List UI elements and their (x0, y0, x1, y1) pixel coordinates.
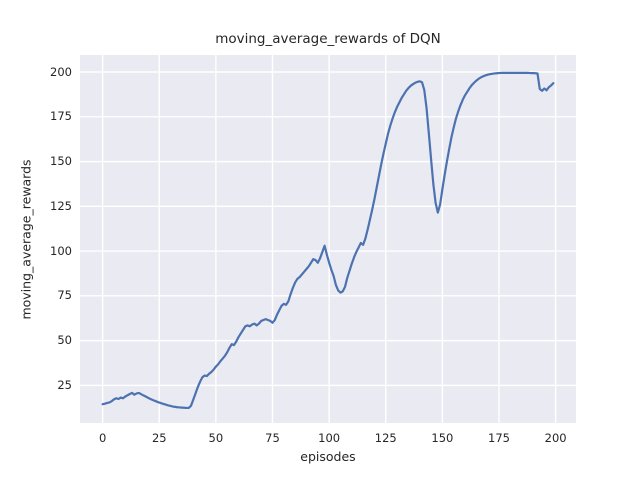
x-tick-label: 50 (208, 431, 224, 445)
y-tick-label: 100 (50, 243, 72, 258)
reward-line-path (101, 71, 555, 410)
y-tick-label: 200 (50, 64, 72, 79)
x-tick-label: 75 (265, 431, 280, 445)
y-tick-label: 125 (50, 198, 72, 213)
x-tick-label: 175 (488, 431, 510, 445)
x-tick-label: 0 (98, 431, 107, 445)
y-tick-label: 175 (50, 109, 72, 124)
x-axis-label: episodes (300, 449, 356, 464)
x-tick-label: 100 (318, 431, 341, 445)
y-tick-label: 25 (57, 377, 72, 392)
y-tick-label: 150 (50, 154, 72, 169)
line-chart-svg (80, 55, 576, 423)
x-tick-label: 125 (374, 431, 397, 445)
x-tick-label: 200 (544, 431, 567, 445)
chart-title: moving_average_rewards of DQN (215, 31, 441, 47)
y-tick-label: 75 (57, 288, 72, 303)
x-tick-label: 150 (431, 431, 454, 445)
grid-lines (80, 55, 576, 423)
y-axis-label: moving_average_rewards (18, 159, 34, 320)
y-tick-label: 50 (57, 333, 72, 348)
x-tick-label: 25 (151, 431, 167, 445)
plot-area (80, 55, 576, 423)
